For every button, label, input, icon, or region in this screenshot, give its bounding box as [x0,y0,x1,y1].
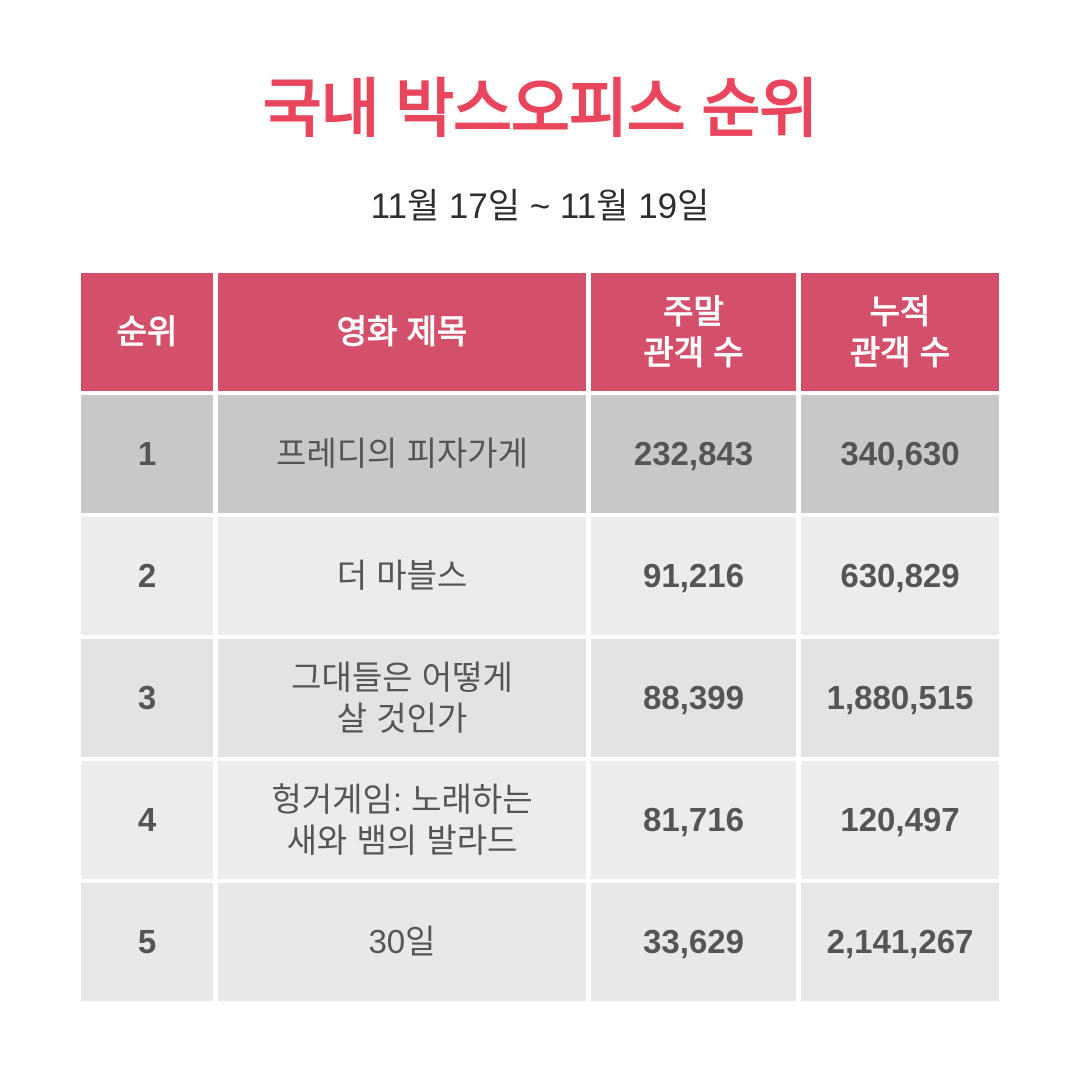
movie-title-cell: 프레디의 피자가게 [218,395,586,513]
box-office-table: 순위 영화 제목 주말 관객 수 누적 관객 수 1 프레디의 피자가게 232… [76,269,1004,1005]
table-row: 5 30일 33,629 2,141,267 [81,883,999,1001]
rank-cell: 4 [81,761,213,879]
movie-title-cell: 그대들은 어떻게 살 것인가 [218,639,586,757]
table-row: 1 프레디의 피자가게 232,843 340,630 [81,395,999,513]
movie-title-cell: 30일 [218,883,586,1001]
table-row: 4 헝거게임: 노래하는 새와 뱀의 발라드 81,716 120,497 [81,761,999,879]
rank-cell: 1 [81,395,213,513]
table-row: 2 더 마블스 91,216 630,829 [81,517,999,635]
header-rank: 순위 [81,273,213,391]
header-weekend-audience: 주말 관객 수 [591,273,796,391]
rank-cell: 5 [81,883,213,1001]
table-row: 3 그대들은 어떻게 살 것인가 88,399 1,880,515 [81,639,999,757]
total-audience-cell: 120,497 [801,761,999,879]
weekend-audience-cell: 33,629 [591,883,796,1001]
rank-cell: 3 [81,639,213,757]
header-row: 순위 영화 제목 주말 관객 수 누적 관객 수 [81,273,999,391]
weekend-audience-cell: 91,216 [591,517,796,635]
movie-title-cell: 더 마블스 [218,517,586,635]
total-audience-cell: 340,630 [801,395,999,513]
header-movie-title: 영화 제목 [218,273,586,391]
table-header: 순위 영화 제목 주말 관객 수 누적 관객 수 [81,273,999,391]
total-audience-cell: 630,829 [801,517,999,635]
total-audience-cell: 1,880,515 [801,639,999,757]
weekend-audience-cell: 232,843 [591,395,796,513]
movie-title-cell: 헝거게임: 노래하는 새와 뱀의 발라드 [218,761,586,879]
table-body: 1 프레디의 피자가게 232,843 340,630 2 더 마블스 91,2… [81,395,999,1001]
header-total-audience: 누적 관객 수 [801,273,999,391]
weekend-audience-cell: 81,716 [591,761,796,879]
weekend-audience-cell: 88,399 [591,639,796,757]
rank-cell: 2 [81,517,213,635]
date-range-subtitle: 11월 17일 ~ 11월 19일 [370,187,710,226]
page-title: 국내 박스오피스 순위 [262,73,818,145]
total-audience-cell: 2,141,267 [801,883,999,1001]
